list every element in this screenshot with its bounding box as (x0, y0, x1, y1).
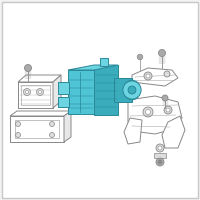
Circle shape (146, 74, 150, 78)
Bar (68, 70, 94, 114)
Bar (100, 58, 108, 66)
Bar (114, 78, 132, 102)
Circle shape (164, 71, 170, 77)
Circle shape (158, 160, 162, 164)
Circle shape (158, 146, 162, 150)
Polygon shape (124, 118, 142, 144)
Polygon shape (64, 111, 71, 142)
Circle shape (24, 64, 32, 72)
Ellipse shape (124, 80, 140, 100)
Polygon shape (132, 68, 178, 86)
Circle shape (146, 110, 151, 114)
Bar (21, 85, 50, 105)
Circle shape (16, 121, 21, 127)
Circle shape (144, 72, 152, 80)
Polygon shape (68, 65, 118, 70)
Circle shape (162, 95, 168, 101)
Polygon shape (128, 96, 182, 134)
Polygon shape (10, 111, 71, 116)
Bar (10, 116, 64, 142)
Bar (58, 82, 69, 94)
Circle shape (123, 81, 141, 99)
Circle shape (156, 158, 164, 166)
Circle shape (16, 132, 21, 138)
FancyBboxPatch shape (2, 2, 198, 198)
Bar (154, 153, 166, 158)
Circle shape (50, 132, 54, 138)
Circle shape (166, 108, 170, 112)
Circle shape (137, 54, 143, 60)
Bar (15, 120, 59, 138)
Circle shape (50, 121, 54, 127)
Circle shape (128, 86, 136, 94)
Circle shape (24, 88, 30, 96)
Bar (94, 65, 118, 115)
Circle shape (156, 144, 164, 152)
Circle shape (158, 49, 166, 56)
Polygon shape (53, 75, 61, 108)
Circle shape (26, 90, 29, 94)
Circle shape (164, 106, 172, 114)
Bar (58, 97, 69, 107)
Circle shape (38, 90, 42, 94)
Circle shape (36, 88, 44, 96)
Polygon shape (18, 75, 61, 82)
Circle shape (143, 107, 153, 117)
Bar (18, 82, 53, 108)
Polygon shape (162, 116, 185, 148)
